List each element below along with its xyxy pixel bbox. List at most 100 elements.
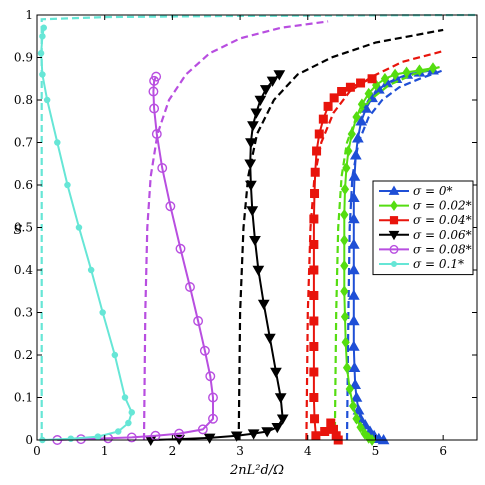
data-point [39,71,46,78]
x-tick-label: 6 [439,444,447,458]
legend-swatch-marker [389,216,399,225]
data-point [347,314,360,326]
data-point [246,206,259,217]
data-point [312,146,322,156]
data-point [149,103,160,114]
data-point [99,309,106,316]
data-point [125,419,132,427]
data-point [347,191,360,202]
data-point [380,72,390,85]
data-point [121,394,129,401]
series-layer [37,13,478,447]
data-point [249,236,261,247]
data-point [67,435,75,442]
data-point [87,266,95,274]
data-point [75,224,83,231]
series-theory-line [142,20,329,441]
data-point [247,121,259,132]
data-point [276,414,289,425]
data-point [320,427,330,436]
data-point [64,181,71,189]
y-tick-label: 0 [25,433,33,447]
data-point [244,159,257,170]
data-point [157,163,168,173]
data-point [310,167,320,177]
legend-item: σ = 0.06* [379,228,472,242]
series-1 [333,62,444,446]
data-point [402,66,411,79]
data-point [415,64,424,77]
y-tick-label: 0.7 [14,136,33,150]
legend-label: σ = 0.1* [413,257,464,271]
data-point [126,432,137,443]
legend-label: σ = 0.02* [413,199,472,213]
data-point [247,429,260,440]
data-point [309,342,319,351]
data-point [254,95,267,107]
data-point [114,428,122,435]
data-point [340,310,350,323]
data-point [208,392,218,403]
data-point [128,409,136,416]
legend-label: σ = 0.08* [413,242,472,256]
y-tick-label: 0.9 [14,51,33,65]
data-point [351,132,364,143]
legend-swatch-marker [389,244,399,254]
x-tick-label: 5 [372,444,380,458]
data-point [348,170,361,181]
data-point [318,114,328,124]
data-point [323,101,333,111]
data-point [348,361,361,372]
series-theory-line [40,13,478,440]
data-point [345,82,355,92]
y-tick-label: 0.2 [14,348,33,362]
data-point [185,282,195,292]
series-4 [52,20,329,445]
x-tick-label: 1 [101,444,109,458]
data-point [356,421,365,434]
data-point [390,68,400,81]
x-tick-label: 0 [33,444,41,458]
tick-layer: 0 1 2 3 4 5 6 0 0.1 0.2 0.3 0.4 0.5 0.6 0.7 0.8 0.9 1 [14,8,477,458]
data-point [349,400,358,412]
series-line [57,76,214,441]
legend-swatch-marker [388,230,400,241]
data-point [342,162,351,174]
data-point [350,391,363,402]
y-tick-label: 0.3 [14,306,33,320]
data-point [174,428,185,439]
data-point [342,361,352,374]
data-point [349,378,362,389]
data-point [347,289,360,300]
data-point [257,299,270,311]
y-axis-label: S [14,223,23,238]
data-point [428,62,438,74]
data-point [314,129,324,139]
data-point [309,367,319,377]
data-point [250,108,263,119]
data-point [347,238,360,249]
data-point [273,70,286,81]
data-point [352,111,361,123]
data-point [309,291,319,300]
legend-item: σ = 0.08* [379,242,472,256]
data-point [367,74,377,84]
data-point [40,24,48,31]
y-tick-label: 0.8 [14,93,33,107]
data-point [326,418,336,428]
data-point [310,189,320,198]
legend: σ = 0*σ = 0.02*σ = 0.04*σ = 0.06*σ = 0.0… [372,180,474,276]
x-tick-label: 4 [304,444,312,458]
data-point [270,367,282,379]
series-theory-line [305,50,444,441]
data-point [347,340,360,351]
series-5 [37,13,478,444]
legend-box [372,180,474,276]
data-point [148,86,159,97]
data-point [230,431,243,442]
legend-swatch-marker [391,261,397,267]
data-point [165,201,176,212]
data-point [364,87,373,100]
y-tick-label: 0.4 [14,263,33,277]
